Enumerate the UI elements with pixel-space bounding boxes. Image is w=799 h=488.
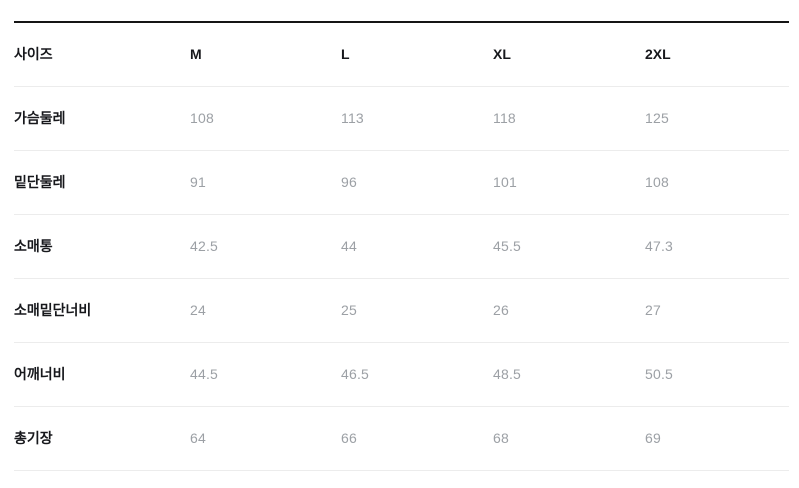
cell-value-l: 44 [341, 238, 357, 255]
column-header-2xl: 2XL [645, 46, 671, 63]
cell-value-m: 42.5 [190, 238, 219, 255]
column-header-l: L [341, 46, 350, 63]
table-row-chest: 가슴둘레 108 113 118 125 [14, 87, 789, 151]
cell-value-xl: 68 [493, 430, 509, 447]
table-row-total-length: 총기장 64 66 68 69 [14, 407, 789, 471]
row-label: 밑단둘레 [14, 174, 66, 191]
column-header-m: M [190, 46, 202, 63]
table-row-sleeve-hem-width: 소매밑단너비 24 25 26 27 [14, 279, 789, 343]
cell-value-m: 24 [190, 302, 206, 319]
cell-value-xl: 48.5 [493, 366, 522, 383]
cell-value-m: 64 [190, 430, 206, 447]
row-label: 어깨너비 [14, 366, 66, 383]
size-chart-table: 사이즈 M L XL 2XL 가슴둘레 108 113 118 125 밑단둘레… [14, 21, 789, 471]
row-label: 소매통 [14, 238, 53, 255]
cell-value-xl: 118 [493, 110, 516, 127]
cell-value-2xl: 47.3 [645, 238, 674, 255]
row-label: 가슴둘레 [14, 110, 66, 127]
cell-value-l: 96 [341, 174, 357, 191]
cell-value-l: 46.5 [341, 366, 370, 383]
cell-value-l: 113 [341, 110, 364, 127]
cell-value-2xl: 50.5 [645, 366, 674, 383]
cell-value-2xl: 27 [645, 302, 661, 319]
table-row-shoulder-width: 어깨너비 44.5 46.5 48.5 50.5 [14, 343, 789, 407]
table-row-hem: 밑단둘레 91 96 101 108 [14, 151, 789, 215]
cell-value-2xl: 69 [645, 430, 661, 447]
cell-value-l: 66 [341, 430, 357, 447]
cell-value-2xl: 108 [645, 174, 669, 191]
cell-value-xl: 101 [493, 174, 517, 191]
column-header-xl: XL [493, 46, 511, 63]
cell-value-m: 44.5 [190, 366, 219, 383]
cell-value-xl: 45.5 [493, 238, 522, 255]
cell-value-xl: 26 [493, 302, 509, 319]
row-label: 소매밑단너비 [14, 302, 92, 319]
cell-value-m: 91 [190, 174, 206, 191]
column-header-size: 사이즈 [14, 46, 53, 63]
cell-value-l: 25 [341, 302, 357, 319]
row-label: 총기장 [14, 430, 53, 447]
cell-value-m: 108 [190, 110, 214, 127]
table-row-sleeve-width: 소매통 42.5 44 45.5 47.3 [14, 215, 789, 279]
cell-value-2xl: 125 [645, 110, 669, 127]
table-header-row: 사이즈 M L XL 2XL [14, 23, 789, 87]
